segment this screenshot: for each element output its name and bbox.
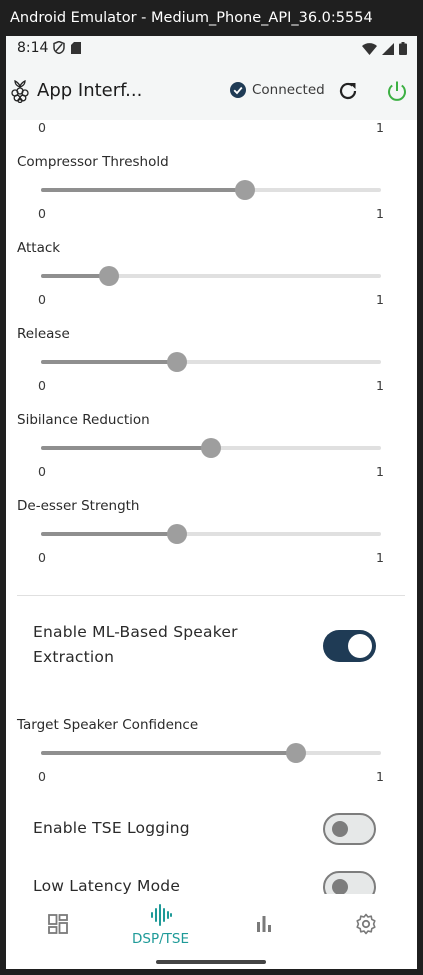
slider-fill	[41, 446, 211, 450]
slider-fill	[41, 188, 245, 192]
slider-fill	[41, 360, 177, 364]
compressor-threshold-slider: Compressor Threshold 0 1	[6, 154, 417, 240]
gesture-bar[interactable]	[156, 960, 266, 964]
sd-card-icon	[71, 42, 81, 54]
attack-slider: Attack 0 1	[6, 240, 417, 326]
dashboard-icon	[46, 912, 70, 936]
slider-track[interactable]	[41, 532, 381, 536]
slider-max-label: 1	[376, 120, 384, 135]
slider-max-label: 1	[376, 378, 384, 393]
slider-thumb[interactable]	[99, 266, 119, 286]
bottom-navigation: DSP/TSE	[6, 894, 417, 969]
window-title: Android Emulator - Medium_Phone_API_36.0…	[0, 0, 423, 36]
dsp-settings-panel[interactable]: 0 1 Compressor Threshold 0 1 Attack 0 1 …	[6, 120, 417, 894]
slider-track[interactable]	[41, 446, 381, 450]
slider-label: Sibilance Reduction	[17, 412, 150, 428]
slider-label: Release	[17, 326, 70, 342]
low-latency-label: Low Latency Mode	[33, 874, 180, 894]
slider-thumb[interactable]	[286, 743, 306, 763]
nav-dashboard[interactable]	[6, 894, 109, 969]
nav-stats[interactable]	[212, 894, 315, 969]
ml-speaker-extraction-toggle[interactable]	[323, 630, 376, 662]
raspberry-logo-icon	[10, 79, 30, 103]
status-bar: 8:14	[6, 36, 417, 62]
slider-label: Target Speaker Confidence	[17, 717, 198, 733]
partial-slider: 0 1	[6, 120, 417, 154]
slider-max-label: 1	[376, 769, 384, 784]
signal-icon	[382, 43, 394, 55]
app-bar: App Interf... Connected	[6, 62, 417, 120]
tse-logging-label: Enable TSE Logging	[33, 816, 190, 841]
slider-min-label: 0	[38, 550, 46, 565]
slider-thumb[interactable]	[235, 180, 255, 200]
phone-screen: 8:14 App Interf... Connected	[6, 36, 417, 969]
wifi-icon	[362, 43, 377, 55]
slider-min-label: 0	[38, 120, 46, 135]
ml-speaker-extraction-label: Enable ML-Based Speaker Extraction	[33, 620, 283, 670]
connection-status: Connected	[230, 82, 325, 98]
slider-thumb[interactable]	[167, 352, 187, 372]
slider-label: De-esser Strength	[17, 498, 140, 514]
check-circle-icon	[230, 82, 246, 98]
slider-thumb[interactable]	[201, 438, 221, 458]
slider-track[interactable]	[41, 751, 381, 755]
tse-logging-toggle[interactable]	[323, 813, 376, 845]
slider-track[interactable]	[41, 360, 381, 364]
slider-min-label: 0	[38, 378, 46, 393]
power-icon[interactable]	[385, 79, 409, 103]
app-title: App Interf...	[37, 80, 142, 101]
status-time: 8:14	[17, 40, 48, 56]
slider-label: Compressor Threshold	[17, 154, 169, 170]
battery-icon	[399, 42, 407, 55]
slider-min-label: 0	[38, 292, 46, 307]
waveform-icon	[149, 903, 173, 927]
slider-max-label: 1	[376, 292, 384, 307]
toggle-knob	[348, 634, 372, 658]
nav-dsp-tse[interactable]: DSP/TSE	[109, 894, 212, 969]
gear-icon	[354, 912, 378, 936]
de-esser-strength-slider: De-esser Strength 0 1	[6, 498, 417, 584]
toggle-knob	[332, 821, 348, 837]
connection-status-label: Connected	[252, 82, 325, 98]
target-speaker-confidence-slider: Target Speaker Confidence 0 1	[6, 717, 417, 803]
low-latency-toggle[interactable]	[323, 871, 376, 894]
slider-fill	[41, 532, 177, 536]
slider-label: Attack	[17, 240, 60, 256]
slider-track[interactable]	[41, 188, 381, 192]
slider-max-label: 1	[376, 464, 384, 479]
nav-settings[interactable]	[314, 894, 417, 969]
section-divider	[17, 595, 405, 596]
slider-thumb[interactable]	[167, 524, 187, 544]
shield-icon	[53, 41, 65, 54]
slider-max-label: 1	[376, 550, 384, 565]
nav-dsp-tse-label: DSP/TSE	[109, 931, 212, 947]
refresh-icon[interactable]	[336, 79, 360, 103]
toggle-knob	[332, 879, 348, 894]
slider-min-label: 0	[38, 464, 46, 479]
sibilance-reduction-slider: Sibilance Reduction 0 1	[6, 412, 417, 498]
slider-max-label: 1	[376, 206, 384, 221]
slider-min-label: 0	[38, 769, 46, 784]
bar-chart-icon	[252, 912, 276, 936]
slider-fill	[41, 751, 296, 755]
release-slider: Release 0 1	[6, 326, 417, 412]
slider-min-label: 0	[38, 206, 46, 221]
slider-track[interactable]	[41, 274, 381, 278]
